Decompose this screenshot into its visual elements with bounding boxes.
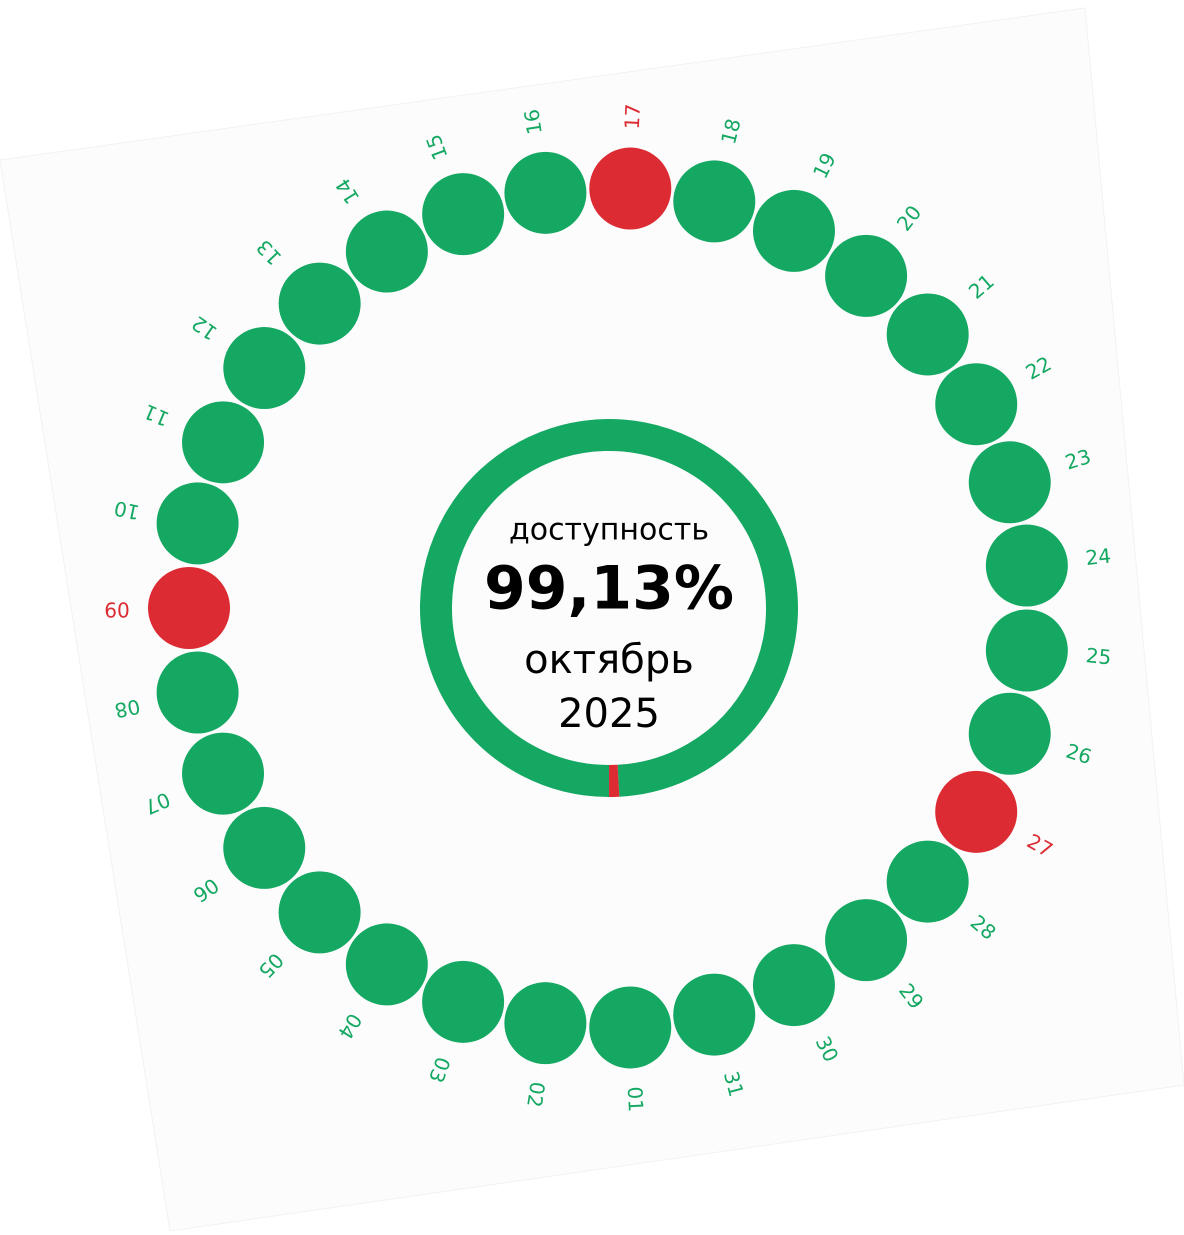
day-dot — [346, 211, 428, 293]
day-label: 08 — [112, 694, 142, 723]
day-dot — [157, 652, 239, 734]
day-dot — [887, 293, 969, 375]
day-dot — [148, 567, 230, 649]
day-dot — [753, 190, 835, 272]
day-dot — [223, 807, 305, 889]
day-label: 16 — [519, 108, 547, 137]
day-dot — [182, 733, 264, 815]
day-dot — [223, 327, 305, 409]
day-dot — [935, 771, 1017, 853]
day-dot — [673, 974, 755, 1056]
day-dot — [422, 173, 504, 255]
day-dot — [935, 363, 1017, 445]
availability-value: 99,13% — [484, 554, 734, 624]
day-label: 25 — [1085, 643, 1113, 669]
day-dot — [969, 441, 1051, 523]
day-dot — [986, 525, 1068, 607]
heading: доступность — [509, 513, 709, 548]
day-label: 17 — [620, 103, 645, 130]
day-dot — [157, 482, 239, 564]
day-dot — [753, 944, 835, 1026]
day-dot — [986, 610, 1068, 692]
day-label: 02 — [522, 1080, 550, 1109]
day-dot — [673, 160, 755, 242]
day-dot — [346, 923, 428, 1005]
year: 2025 — [558, 691, 660, 737]
day-dot — [279, 263, 361, 345]
day-dot — [182, 401, 264, 483]
day-dot — [969, 693, 1051, 775]
day-dot — [825, 235, 907, 317]
day-dot — [589, 986, 671, 1068]
day-label: 24 — [1084, 544, 1112, 570]
day-label: 01 — [623, 1086, 648, 1113]
day-dot — [825, 899, 907, 981]
day-dot — [422, 961, 504, 1043]
day-dot — [887, 841, 969, 923]
day-dot — [279, 871, 361, 953]
day-dot — [504, 152, 586, 234]
day-dot — [589, 148, 671, 230]
day-label: 09 — [104, 597, 129, 621]
month: октябрь — [524, 637, 694, 683]
day-label: 10 — [112, 496, 142, 525]
day-dot — [504, 982, 586, 1064]
